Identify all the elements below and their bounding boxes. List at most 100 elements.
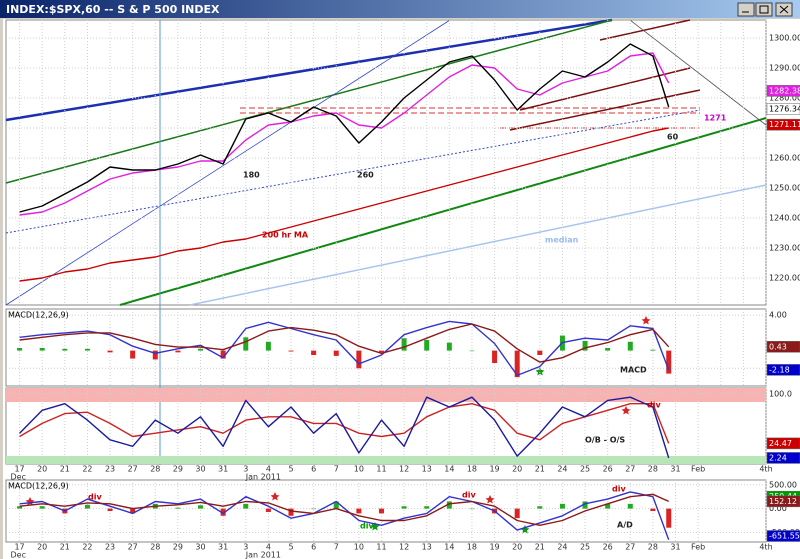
title-bar: [0, 0, 800, 18]
y-tick-label: 4.00: [769, 311, 787, 320]
panel-title: MACD(12,26,9): [8, 482, 69, 491]
x-tick-label: 22: [82, 465, 92, 474]
trend-lines: [5, 18, 767, 465]
x-tick-label: 24: [557, 465, 567, 474]
x-tick-label: 7: [334, 465, 339, 474]
histogram-bar: [559, 503, 565, 509]
y-tick-label: 500.00: [769, 480, 797, 489]
x-tick-label: 4: [266, 543, 271, 552]
y-tick-label: 1300.00: [769, 34, 800, 43]
histogram-bar: [84, 504, 90, 509]
x-tick-label: 12: [399, 465, 409, 474]
x-tick-label: 31: [218, 465, 228, 474]
x-tick-label: 19: [489, 465, 499, 474]
x-tick-label: 5: [288, 465, 293, 474]
annotation: div: [462, 491, 476, 500]
x-tick-label: 23: [105, 465, 115, 474]
annotation: 180: [243, 171, 260, 180]
x-tick-label: 24: [557, 543, 567, 552]
series-line: [19, 320, 670, 377]
x-tick-label: 28: [150, 465, 160, 474]
last-value-label: 1282.38: [769, 86, 800, 95]
last-value-label: -2.18: [769, 365, 790, 374]
window-title: INDEX:$SPX,60 -- S & P 500 INDEX: [6, 3, 220, 16]
x-tick-label: 3: [243, 543, 248, 552]
x-tick-label: 11: [376, 543, 386, 552]
last-value-box: [766, 341, 800, 353]
histogram-bar: [378, 508, 384, 514]
y-tick-label: 100.0: [769, 389, 792, 398]
x-tick-label: 26: [603, 543, 613, 552]
histogram-bar: [130, 350, 136, 359]
window-buttons[interactable]: [737, 2, 793, 17]
annotation: O/B - O/S: [585, 436, 625, 445]
x-tick-label: 6: [311, 543, 316, 552]
chart-area: [3, 19, 800, 559]
x-tick-label: 20: [512, 465, 522, 474]
series-line: [19, 491, 670, 540]
x-tick-label: 31: [670, 543, 680, 552]
x-tick-label: 10: [354, 543, 364, 552]
histogram-bar: [537, 506, 543, 509]
histogram-bar: [514, 508, 520, 519]
x-tick-label: 28: [648, 465, 658, 474]
histogram-bar: [469, 508, 475, 510]
x-tick-label: Feb: [691, 465, 705, 474]
x-tick-label: 25: [580, 465, 590, 474]
histogram-bar: [288, 350, 294, 352]
panel-frame: [5, 308, 767, 387]
panel-frame: [5, 19, 767, 306]
x-tick-label: 4: [266, 465, 271, 474]
y-tick-label: 0.00: [769, 504, 787, 513]
histogram-bar: [17, 506, 23, 509]
histogram-bar: [446, 501, 452, 509]
last-value-box: [766, 103, 800, 115]
x-tick-label: 20: [512, 543, 522, 552]
last-value-box: [766, 495, 800, 508]
x-tick-label: 21: [535, 543, 545, 552]
histogram-bar: [333, 350, 339, 356]
y-tick-label: 1260.00: [769, 154, 800, 163]
histogram-bar: [401, 338, 407, 351]
histogram-bar: [39, 347, 45, 351]
histogram-bar: [198, 348, 204, 351]
x-tick-label: Feb: [691, 543, 705, 552]
last-value-box: [766, 437, 800, 450]
annotation: 60: [667, 133, 679, 142]
histogram-bar: [311, 508, 317, 510]
x-tick-label: 20: [37, 465, 47, 474]
histogram-bar: [107, 350, 113, 353]
histogram-bar: [582, 340, 588, 351]
x-tick-label: 18: [467, 543, 477, 552]
series-line: [19, 127, 669, 282]
last-value-box: [766, 364, 800, 376]
histogram-bar: [650, 508, 656, 511]
last-value-box: [766, 530, 800, 542]
x-tick-label: 3: [243, 465, 248, 474]
x-tick-label: 6: [311, 465, 316, 474]
x-tick-label: 17: [14, 543, 24, 552]
annotation: div: [88, 493, 102, 502]
histogram-bar: [152, 350, 158, 360]
histogram-bar: [582, 501, 588, 509]
histogram-bar: [107, 508, 113, 511]
x-tick-label: 31: [670, 465, 680, 474]
x-tick-label: 27: [128, 543, 138, 552]
histogram-bar: [627, 503, 633, 509]
histogram-bar: [198, 505, 204, 509]
star-markers: [25, 316, 651, 534]
histogram-bar: [356, 350, 362, 369]
y-tick-label: 1290.00: [769, 64, 800, 73]
x-tick-label: 21: [60, 465, 70, 474]
histogram-bar: [469, 350, 475, 352]
histogram-bar: [650, 349, 656, 351]
histogram-bar: [62, 348, 68, 351]
last-value-label: 24.47: [769, 439, 792, 448]
series-line: [19, 403, 670, 444]
y-tick-label: 1230.00: [769, 244, 800, 253]
series-line: [19, 493, 669, 526]
annotation: 260: [357, 171, 374, 180]
x-tick-label: 4th: [759, 543, 772, 552]
histogram-bar: [424, 339, 430, 351]
